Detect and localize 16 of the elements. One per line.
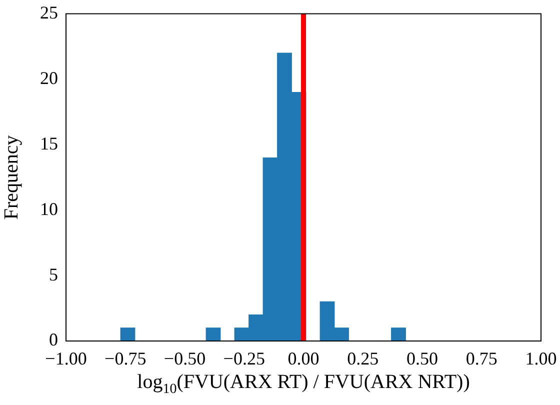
x-tick-label: −0.75 [104,348,146,369]
y-tick-label: 25 [40,2,58,23]
x-tick-label: −1.00 [45,348,87,369]
y-tick-label: 0 [49,330,58,350]
x-tick-label: 0.00 [288,348,320,369]
x-tick-label: −0.25 [223,348,265,369]
y-axis-title: Frequency [0,135,22,220]
x-tick-label: 1.00 [525,348,557,369]
x-tick-label: 0.25 [347,348,379,369]
y-tick-label: 5 [49,264,58,284]
x-tick-label: 0.50 [406,348,438,369]
y-tick-label: 20 [40,68,58,88]
y-tick-label: 15 [40,133,58,154]
x-tick-label: −0.50 [164,348,206,369]
y-tick-label: 10 [40,198,58,219]
x-tick-label: 0.75 [466,348,498,369]
